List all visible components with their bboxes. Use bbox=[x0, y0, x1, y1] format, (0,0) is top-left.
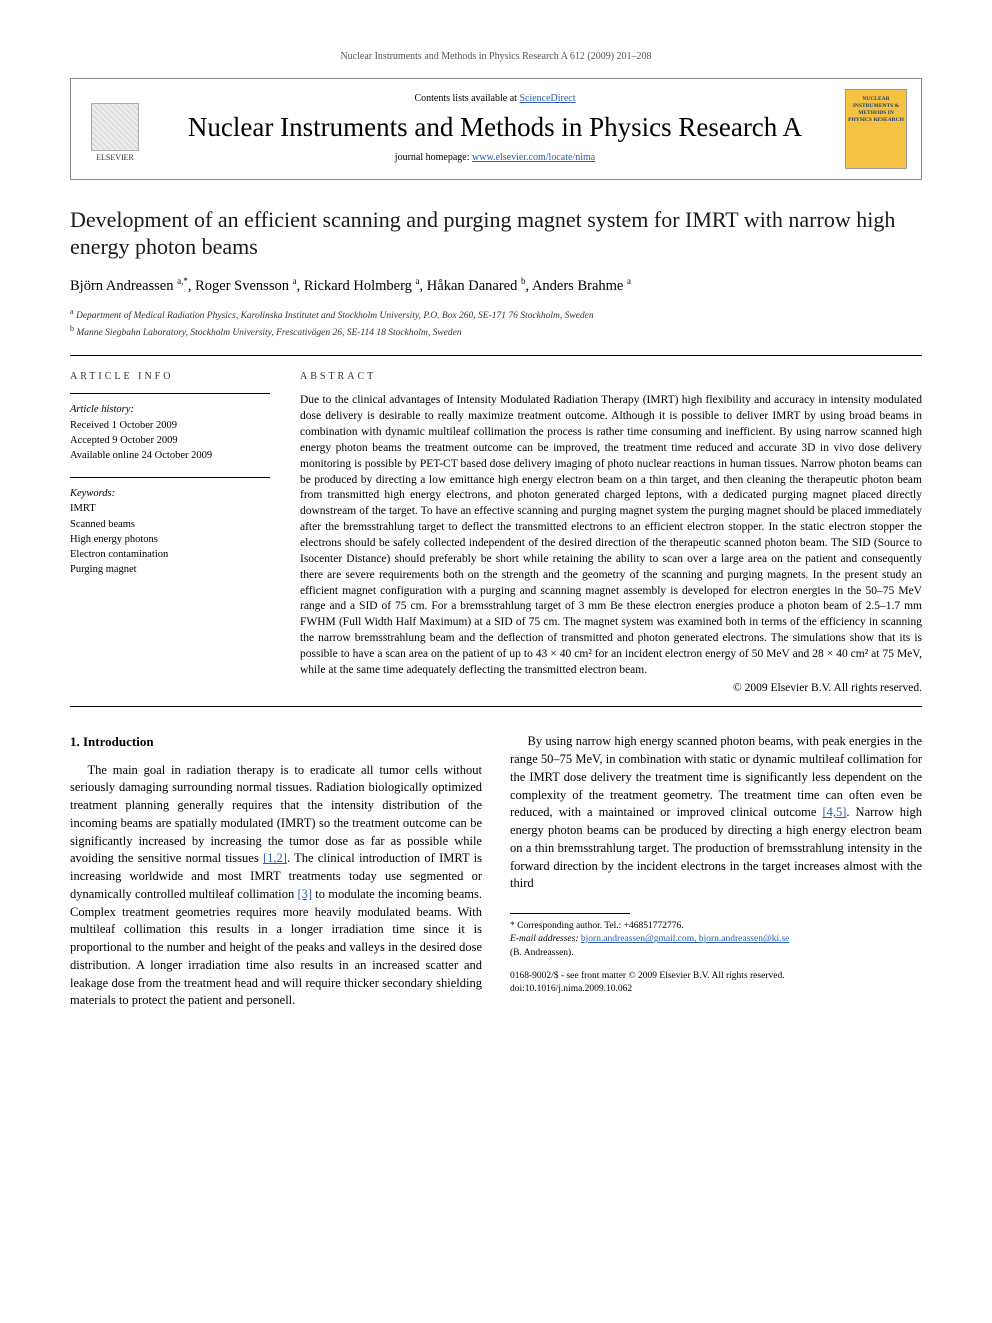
ref-link-4-5[interactable]: [4,5] bbox=[822, 805, 846, 819]
history-online: Available online 24 October 2009 bbox=[70, 448, 270, 463]
affiliations: a Department of Medical Radiation Physic… bbox=[70, 306, 922, 341]
info-rule-2 bbox=[70, 477, 270, 478]
rule-mid bbox=[70, 706, 922, 707]
article-info-column: ARTICLE INFO Article history: Received 1… bbox=[70, 370, 270, 696]
running-head: Nuclear Instruments and Methods in Physi… bbox=[70, 50, 922, 64]
body-columns: 1. Introduction The main goal in radiati… bbox=[70, 733, 922, 1010]
elsevier-tree-icon bbox=[91, 103, 139, 151]
ref-link-3[interactable]: [3] bbox=[297, 887, 312, 901]
author-email-link[interactable]: bjorn.andreassen@gmail.com, bjorn.andrea… bbox=[581, 934, 790, 944]
homepage-line: journal homepage: www.elsevier.com/locat… bbox=[159, 151, 831, 165]
email-label: E-mail addresses: bbox=[510, 934, 579, 944]
keyword-4: Purging magnet bbox=[70, 562, 270, 577]
front-matter-line: 0168-9002/$ - see front matter © 2009 El… bbox=[510, 970, 922, 983]
keywords-block: Keywords: IMRT Scanned beams High energy… bbox=[70, 486, 270, 577]
doi-block: 0168-9002/$ - see front matter © 2009 El… bbox=[510, 970, 922, 997]
affiliation-a: a Department of Medical Radiation Physic… bbox=[70, 306, 922, 323]
intro-para-2: By using narrow high energy scanned phot… bbox=[510, 733, 922, 893]
article-history: Article history: Received 1 October 2009… bbox=[70, 402, 270, 463]
keyword-1: Scanned beams bbox=[70, 517, 270, 532]
sciencedirect-link[interactable]: ScienceDirect bbox=[519, 93, 575, 104]
info-abstract-row: ARTICLE INFO Article history: Received 1… bbox=[70, 370, 922, 696]
keyword-3: Electron contamination bbox=[70, 547, 270, 562]
affiliation-b: b Manne Siegbahn Laboratory, Stockholm U… bbox=[70, 323, 922, 340]
homepage-link[interactable]: www.elsevier.com/locate/nima bbox=[472, 152, 595, 163]
journal-cover-thumb: NUCLEAR INSTRUMENTS & METHODS IN PHYSICS… bbox=[845, 89, 907, 169]
keyword-2: High energy photons bbox=[70, 532, 270, 547]
section-heading-intro: 1. Introduction bbox=[70, 733, 482, 751]
history-label: Article history: bbox=[70, 402, 270, 417]
history-received: Received 1 October 2009 bbox=[70, 418, 270, 433]
info-rule bbox=[70, 393, 270, 394]
doi-line: doi:10.1016/j.nima.2009.10.062 bbox=[510, 983, 922, 996]
ref-link-1-2[interactable]: [1,2] bbox=[263, 851, 287, 865]
keyword-0: IMRT bbox=[70, 501, 270, 516]
journal-name: Nuclear Instruments and Methods in Physi… bbox=[159, 112, 831, 143]
article-info-label: ARTICLE INFO bbox=[70, 370, 270, 384]
abstract-label: ABSTRACT bbox=[300, 370, 922, 384]
intro-para-1: The main goal in radiation therapy is to… bbox=[70, 762, 482, 1011]
authors-line: Björn Andreassen a,*, Roger Svensson a, … bbox=[70, 275, 922, 296]
abstract-column: ABSTRACT Due to the clinical advantages … bbox=[300, 370, 922, 696]
email-person: (B. Andreassen). bbox=[510, 947, 922, 960]
keywords-label: Keywords: bbox=[70, 486, 270, 501]
footnotes: * Corresponding author. Tel.: +468517727… bbox=[510, 920, 922, 960]
abstract-copyright: © 2009 Elsevier B.V. All rights reserved… bbox=[300, 681, 922, 697]
article-title: Development of an efficient scanning and… bbox=[70, 206, 922, 261]
header-center: Contents lists available at ScienceDirec… bbox=[159, 92, 831, 164]
rule-top bbox=[70, 355, 922, 356]
contents-prefix: Contents lists available at bbox=[414, 93, 519, 104]
elsevier-label: ELSEVIER bbox=[96, 153, 134, 164]
abstract-text: Due to the clinical advantages of Intens… bbox=[300, 393, 922, 678]
history-accepted: Accepted 9 October 2009 bbox=[70, 433, 270, 448]
footnote-separator bbox=[510, 913, 630, 914]
journal-header: ELSEVIER Contents lists available at Sci… bbox=[70, 78, 922, 180]
email-line: E-mail addresses: bjorn.andreassen@gmail… bbox=[510, 933, 922, 946]
contents-line: Contents lists available at ScienceDirec… bbox=[159, 92, 831, 106]
corresponding-author: * Corresponding author. Tel.: +468517727… bbox=[510, 920, 922, 933]
elsevier-logo: ELSEVIER bbox=[85, 94, 145, 164]
homepage-prefix: journal homepage: bbox=[395, 152, 472, 163]
